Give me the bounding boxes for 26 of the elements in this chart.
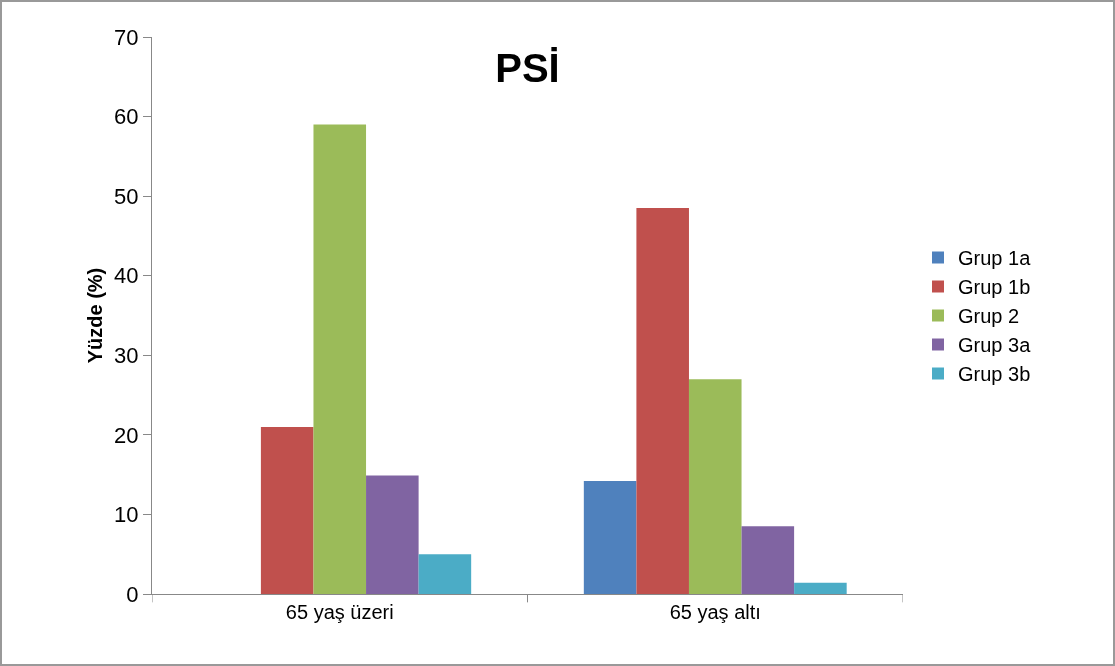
legend-label: Grup 3b [958, 363, 1031, 386]
bar [418, 554, 472, 594]
y-tick-label: 60 [114, 104, 139, 130]
y-tick-label: 40 [114, 263, 139, 289]
chart-title: PSİ [495, 46, 560, 91]
bar [366, 475, 419, 594]
bar [794, 582, 847, 594]
bar [583, 481, 637, 594]
x-tick-label: 65 yaş üzeri [285, 601, 394, 623]
legend-label: Grup 2 [958, 305, 1020, 328]
bar [313, 124, 367, 594]
y-tick-label: 70 [114, 24, 139, 50]
legend-label: Grup 1b [958, 276, 1031, 299]
y-axis-title: Yüzde (%) [84, 267, 106, 364]
y-tick-label: 30 [114, 342, 139, 368]
bar [688, 379, 742, 594]
legend-label: Grup 3a [958, 334, 1032, 357]
bar [636, 208, 689, 594]
y-tick-label: 10 [114, 502, 139, 528]
y-tick-label: 0 [126, 581, 139, 607]
legend-label: Grup 1a [958, 247, 1032, 270]
bar [260, 426, 314, 594]
x-tick-label: 65 yaş altı [669, 601, 761, 623]
y-tick-label: 20 [114, 422, 139, 448]
bar [741, 526, 795, 594]
y-tick-label: 50 [114, 183, 139, 209]
